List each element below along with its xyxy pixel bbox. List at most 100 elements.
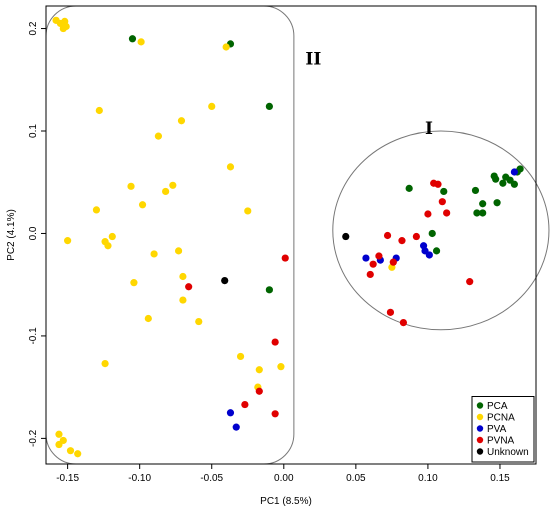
point-pvna-18 [386,308,395,316]
point-pca-8 [471,186,480,195]
point-pva-8 [510,168,518,176]
point-pca-6 [432,247,441,255]
cluster-label-i: I [425,119,433,139]
point-pvna-1 [185,283,193,291]
point-pca-15 [499,179,507,187]
legend-swatch-pvna [476,436,484,444]
point-pvna-6 [366,270,374,279]
point-pcna-26 [179,296,187,304]
point-pvna-7 [369,260,377,268]
point-pcna-12 [127,182,135,190]
point-pca-13 [492,175,500,183]
point-pvna-3 [255,387,263,395]
point-pcna-9 [177,117,186,125]
point-pcna-6 [222,43,230,51]
point-pcna-7 [95,106,103,115]
point-pvna-16 [443,209,451,217]
point-pcna-24 [179,272,187,281]
point-pcna-28 [144,314,152,323]
legend-label-pcna: PCNA [487,413,515,424]
point-pvna-0 [281,254,289,262]
y-tick-label: -0.2 [28,429,39,447]
point-pca-14 [493,199,501,207]
point-pvna-8 [375,252,383,260]
point-pvna-4 [241,400,249,409]
point-pcna-38 [74,450,82,458]
y-axis-title: PC2 (4.1%) [6,209,17,261]
point-pcna-33 [277,363,285,371]
point-pvna-12 [424,210,432,218]
point-pcna-36 [59,436,67,445]
y-tick-label: 0.1 [28,124,39,138]
point-pvna-15 [438,198,446,206]
point-unknown-1 [342,232,350,241]
cluster-outline-i [332,130,550,331]
series-pva [226,168,518,431]
point-pvna-20 [466,278,474,286]
point-pvna-17 [412,232,420,241]
legend-swatch-unknown [476,448,484,455]
cluster-outline-ii [45,5,295,465]
point-pcna-19 [108,232,116,241]
point-pcna-10 [154,132,163,140]
point-pva-7 [425,251,433,259]
y-tick-label: -0.1 [28,327,39,345]
x-tick-label: -0.10 [128,473,151,484]
point-pcna-13 [169,181,177,189]
point-pca-9 [473,209,481,217]
point-pca-0 [128,35,137,43]
point-pca-11 [479,209,487,217]
point-pva-2 [362,254,370,262]
point-pvna-10 [389,258,397,266]
point-pca-7 [440,187,448,196]
point-pca-20 [516,165,524,173]
point-pva-0 [226,409,235,417]
y-tick-label: 0.2 [28,21,39,35]
point-pcna-31 [255,366,263,374]
point-pca-4 [405,184,413,192]
point-pcna-14 [162,187,170,196]
series-pvna [185,179,474,418]
point-pcna-21 [104,242,112,250]
x-tick-label: -0.15 [56,473,79,484]
series-pcna [52,16,396,458]
x-axis-title: PC1 (8.5%) [260,496,312,507]
point-pcna-11 [226,163,235,171]
point-pca-5 [428,229,436,238]
legend-label-pca: PCA [487,401,508,412]
point-pcna-22 [150,250,158,258]
point-pcna-34 [55,430,63,438]
point-pcna-37 [66,447,75,455]
series-pca [128,35,524,294]
point-pca-3 [265,286,273,294]
legend-swatch-pcna [476,413,484,421]
point-pcna-4 [62,22,70,31]
x-tick-label: 0.10 [418,473,438,484]
point-pvna-14 [434,180,442,188]
point-pcna-17 [244,207,252,215]
point-pvna-5 [271,410,279,418]
point-pcna-29 [101,359,109,368]
point-pca-10 [479,200,487,208]
legend-label-pvna: PVNA [487,436,515,447]
legend-swatch-pca [476,402,484,409]
point-pcna-30 [236,352,245,361]
series-unknown [221,232,350,285]
legend-label-unknown: Unknown [487,447,529,458]
x-tick-label: -0.05 [200,473,223,484]
point-pcna-18 [64,237,72,245]
y-tick-label: 0.0 [28,226,39,240]
x-tick-label: 0.00 [274,473,294,484]
point-pca-18 [510,180,518,188]
point-pcna-15 [92,206,101,214]
point-pcna-5 [137,38,145,46]
cluster-label-ii: II [305,49,321,69]
legend-swatch-pva [476,425,484,432]
legend-label-pva: PVA [487,424,507,435]
point-pvna-2 [271,338,279,346]
point-pca-2 [265,102,273,111]
point-pcna-23 [174,247,183,255]
point-pcna-16 [138,201,147,209]
